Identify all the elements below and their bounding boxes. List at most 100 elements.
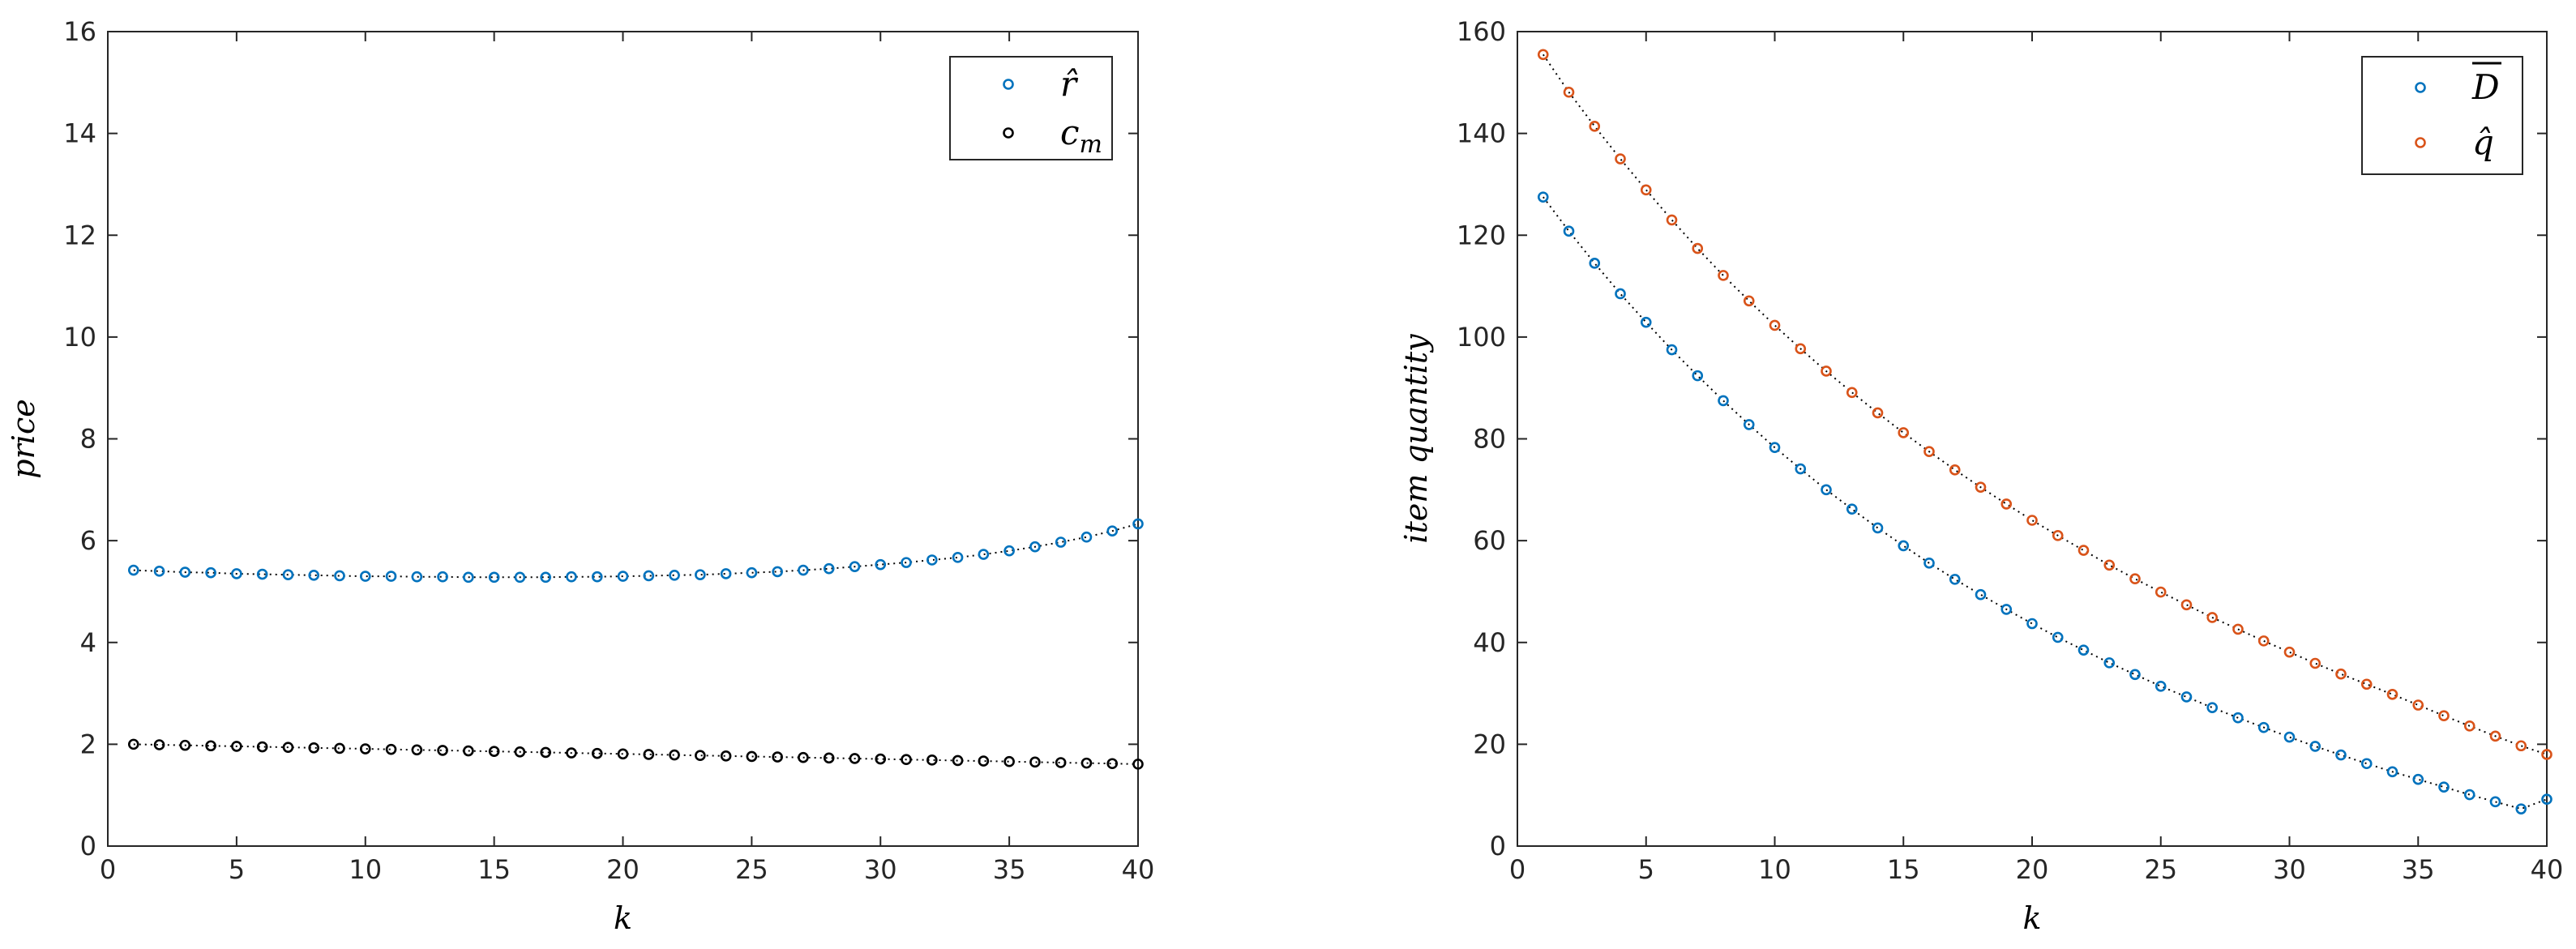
x-axis-label: k <box>614 900 632 936</box>
y-tick-label: 20 <box>1473 729 1506 759</box>
data-point <box>1589 121 1601 132</box>
data-point <box>2103 559 2116 571</box>
x-tick-label: 5 <box>1638 854 1654 885</box>
y-tick-label: 100 <box>1457 322 1506 353</box>
data-point <box>798 564 809 576</box>
data-point <box>2541 793 2552 806</box>
data-point <box>282 742 294 753</box>
plot-area <box>107 31 1139 847</box>
x-tick-label: 35 <box>993 854 1026 885</box>
data-point <box>720 568 732 579</box>
data-point <box>952 754 964 767</box>
data-point <box>901 557 912 568</box>
data-point <box>2026 515 2038 526</box>
data-point <box>2129 669 2141 681</box>
data-point <box>488 746 500 757</box>
data-point <box>978 755 990 767</box>
data-point <box>1975 588 1987 601</box>
data-point <box>437 571 448 583</box>
data-point <box>2052 631 2064 643</box>
data-point <box>127 564 139 576</box>
data-point <box>617 571 629 582</box>
x-tick-label: 35 <box>2402 854 2435 885</box>
data-point <box>1003 755 1015 767</box>
legend-marker <box>2415 82 2426 93</box>
data-point <box>2489 730 2501 742</box>
data-point <box>823 562 835 575</box>
data-point <box>2463 789 2475 801</box>
data-point <box>1769 319 1781 331</box>
data-point <box>2180 691 2193 703</box>
data-point <box>566 747 577 759</box>
data-point <box>1898 427 1910 438</box>
data-point <box>205 566 216 579</box>
data-point <box>2077 545 2090 556</box>
data-point <box>772 566 783 578</box>
data-point <box>720 750 732 762</box>
data-point <box>2155 680 2167 692</box>
y-axis-label: price <box>6 399 41 478</box>
data-point <box>2180 599 2193 611</box>
data-point <box>1718 395 1729 407</box>
data-point <box>385 571 397 582</box>
y-tick-label: 0 <box>1490 831 1506 861</box>
y-tick-label: 60 <box>1473 525 1506 556</box>
data-point <box>952 552 964 563</box>
data-point <box>2257 635 2270 647</box>
y-tick-label: 14 <box>63 118 96 149</box>
data-point <box>1003 545 1015 557</box>
data-point <box>334 570 345 582</box>
data-point <box>256 568 268 580</box>
data-point <box>1743 419 1755 430</box>
x-tick-label: 30 <box>864 854 897 885</box>
data-point <box>1640 316 1652 328</box>
data-point <box>617 748 629 760</box>
data-point <box>1055 757 1067 768</box>
x-tick-label: 25 <box>2144 854 2177 885</box>
data-point <box>205 740 216 752</box>
data-point <box>669 570 680 581</box>
data-point <box>772 751 783 763</box>
legend-label: q̂ <box>2472 122 2494 162</box>
data-point <box>540 746 551 759</box>
data-point <box>2283 731 2296 743</box>
data-point <box>308 570 320 581</box>
data-point <box>385 743 397 755</box>
data-point <box>1846 387 1858 399</box>
data-point <box>2077 644 2090 656</box>
data-point <box>1132 759 1144 770</box>
data-point <box>1563 225 1575 237</box>
x-tick-label: 40 <box>2531 854 2564 885</box>
x-tick-label: 20 <box>2016 854 2049 885</box>
data-point <box>2412 773 2424 785</box>
data-point <box>2026 618 2038 630</box>
data-point <box>1821 484 1832 496</box>
data-point <box>2206 702 2219 713</box>
x-tick-label: 10 <box>349 854 382 885</box>
legend-marker <box>2415 137 2426 148</box>
data-point <box>2463 720 2475 732</box>
data-point <box>1615 153 1626 165</box>
data-point <box>411 571 423 583</box>
data-point <box>1029 756 1041 768</box>
y-tick-label: 40 <box>1473 627 1506 658</box>
y-tick-label: 16 <box>63 16 96 47</box>
data-point <box>2206 612 2219 623</box>
legend-box <box>2361 56 2523 175</box>
data-point <box>179 566 191 578</box>
data-point <box>1898 540 1910 552</box>
data-point <box>1106 525 1119 536</box>
data-point <box>1132 518 1144 530</box>
y-tick-label: 160 <box>1457 16 1506 47</box>
data-point <box>411 744 423 756</box>
y-tick-label: 10 <box>63 322 96 353</box>
y-tick-label: 0 <box>80 831 96 861</box>
legend-label: r̂ <box>1060 64 1079 104</box>
y-tick-label: 2 <box>80 729 96 759</box>
data-point <box>2386 689 2398 700</box>
legend-label: cm <box>1060 113 1102 159</box>
data-point <box>463 745 474 757</box>
data-point <box>2489 796 2501 808</box>
data-point <box>2438 781 2450 793</box>
